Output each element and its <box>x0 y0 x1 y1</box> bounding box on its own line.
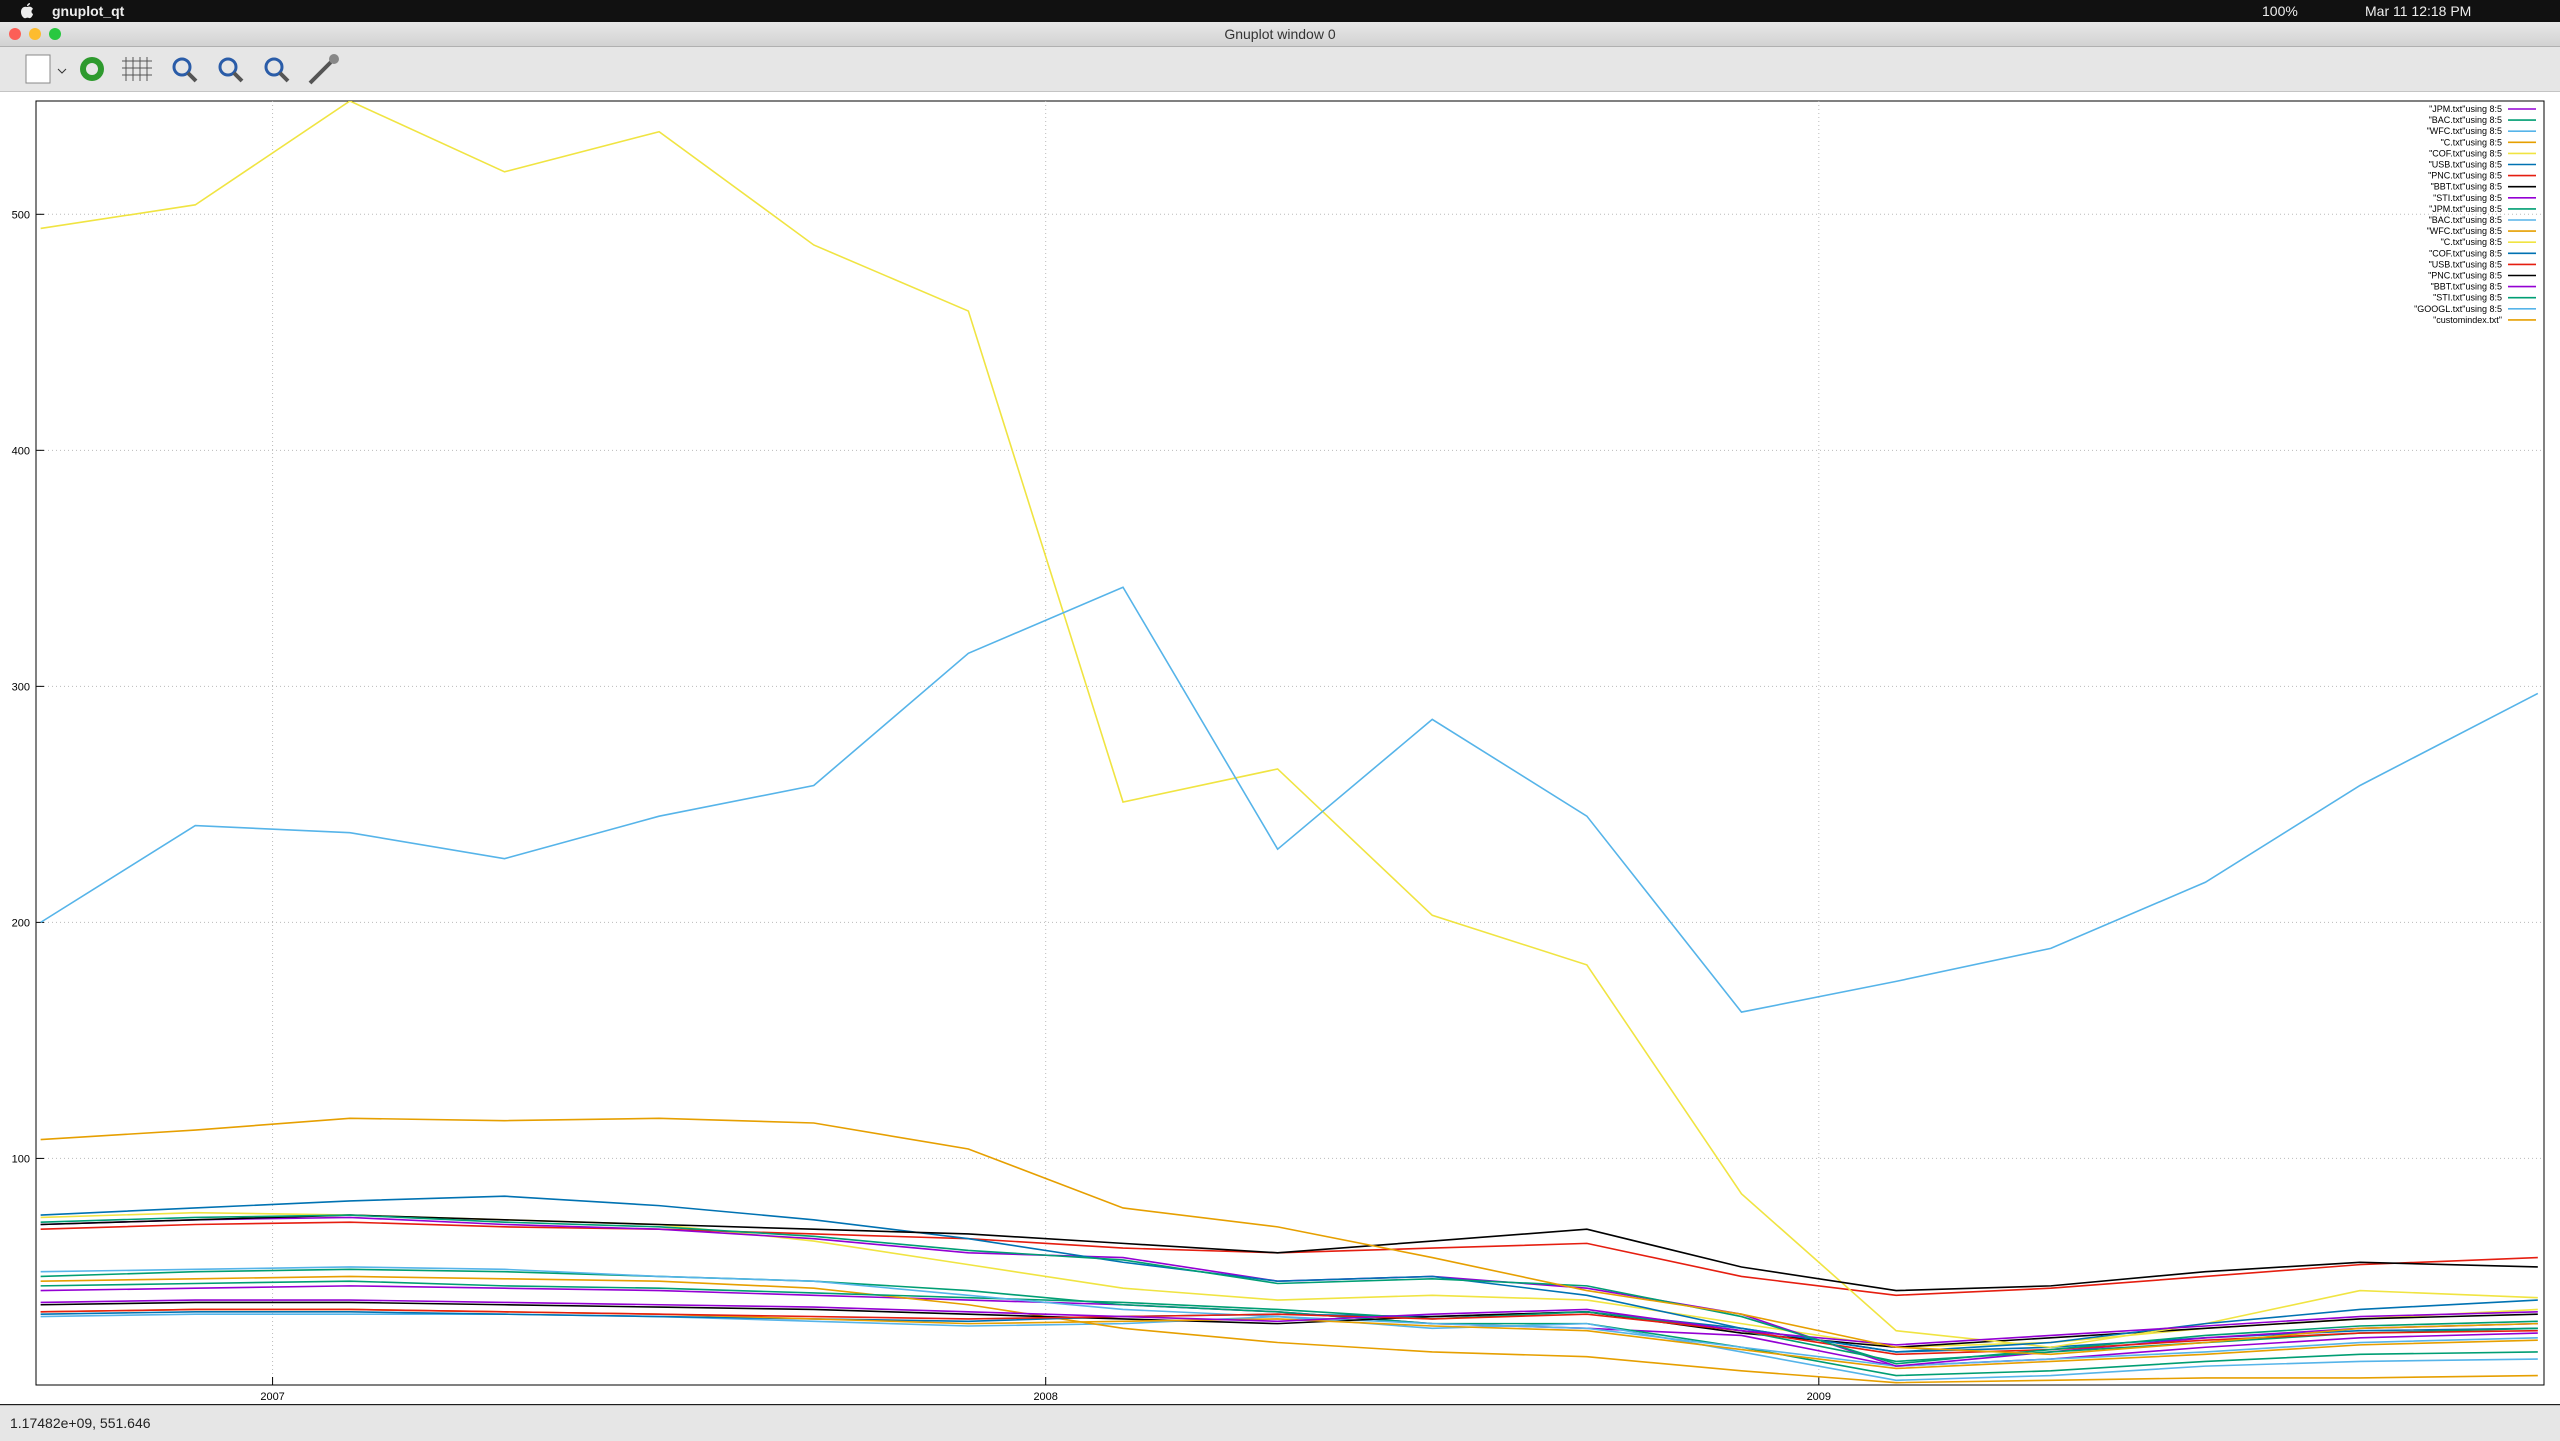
legend-label: "COF.txt"using 8:5 <box>2429 248 2502 258</box>
legend-label: "USB.txt"using 8:5 <box>2429 160 2502 170</box>
series-line <box>40 1280 2538 1363</box>
legend-label: "STI.txt"using 8:5 <box>2433 193 2502 203</box>
series-line <box>40 586 2539 1013</box>
chart: 100 200 300 400 500 2007 2008 2009 "JPM.txt"usin… <box>12 100 2545 1403</box>
plot-area: 100 200 300 400 500 2007 2008 2009 "JPM.txt"usin… <box>0 92 2560 1404</box>
export-button[interactable] <box>25 54 67 84</box>
series-line <box>40 1214 2538 1365</box>
menu-bar: gnuplot_qt 100% Mar 11 12:18 PM <box>0 0 2560 22</box>
legend-label: "USB.txt"using 8:5 <box>2429 259 2502 269</box>
legend-label: "JPM.txt"using 8:5 <box>2429 104 2502 114</box>
legend-label: "C.txt"using 8:5 <box>2441 137 2502 147</box>
minimize-button[interactable] <box>29 28 41 40</box>
series-line <box>40 1117 2538 1356</box>
window-title: Gnuplot window 0 <box>1224 26 1336 42</box>
apple-icon[interactable] <box>20 3 34 19</box>
y-tick-label: 300 <box>12 681 30 693</box>
x-tick-label: 2007 <box>260 1391 284 1403</box>
series-line <box>40 1299 2538 1346</box>
series-line <box>40 1266 2538 1382</box>
y-tick-label: 200 <box>12 917 30 929</box>
legend-label: "COF.txt"using 8:5 <box>2429 148 2502 158</box>
legend-label: "STI.txt"using 8:5 <box>2433 293 2502 303</box>
zoom-in-button[interactable] <box>218 57 244 83</box>
series-line <box>40 1214 2538 1292</box>
toolbar <box>0 47 2560 92</box>
clock[interactable]: Mar 11 12:18 PM <box>2365 3 2472 19</box>
zoom-button[interactable] <box>49 28 61 40</box>
plot-frame <box>35 100 2545 1386</box>
series-line <box>40 1221 2538 1297</box>
grid-button[interactable] <box>122 57 152 81</box>
legend-label: "WFC.txt"using 8:5 <box>2427 126 2502 136</box>
legend-label: "BAC.txt"using 8:5 <box>2429 215 2502 225</box>
legend-label: "BAC.txt"using 8:5 <box>2429 115 2502 125</box>
legend-label: "customindex.txt" <box>2433 315 2502 325</box>
legend-label: "JPM.txt"using 8:5 <box>2429 204 2502 214</box>
y-tick-label: 500 <box>12 209 30 221</box>
legend-label: "WFC.txt"using 8:5 <box>2427 226 2502 236</box>
x-tick-label: 2009 <box>1807 1391 1831 1403</box>
series-line <box>40 1195 2538 1353</box>
battery: 100% <box>2262 3 2298 19</box>
title-bar: Gnuplot window 0 <box>0 22 2560 47</box>
settings-button[interactable] <box>308 54 339 85</box>
mouse-coordinates: 1.17482e+09, 551.646 <box>10 1415 151 1431</box>
close-button[interactable] <box>9 28 21 40</box>
status-bar: 1.17482e+09, 551.646 <box>0 1405 2560 1441</box>
y-tick-label: 400 <box>12 445 30 457</box>
x-tick-label: 2008 <box>1033 1391 1057 1403</box>
series-line <box>40 1275 2538 1384</box>
series-line <box>40 1268 2538 1377</box>
replot-button[interactable] <box>80 57 104 81</box>
legend-label: "PNC.txt"using 8:5 <box>2428 271 2502 281</box>
series-line <box>40 101 2538 1349</box>
zoom-out-button[interactable] <box>172 57 198 83</box>
legend-label: "C.txt"using 8:5 <box>2441 237 2502 247</box>
zoom-reset-button[interactable] <box>264 57 290 83</box>
y-tick-label: 100 <box>12 1153 30 1165</box>
series-line <box>40 1301 2538 1349</box>
legend-label: "BBT.txt"using 8:5 <box>2431 282 2502 292</box>
legend-label: "PNC.txt"using 8:5 <box>2428 171 2502 181</box>
legend-label: "BBT.txt"using 8:5 <box>2431 182 2502 192</box>
app-name[interactable]: gnuplot_qt <box>52 3 125 19</box>
series-line <box>40 1308 2538 1356</box>
legend-label: "GOOGL.txt"using 8:5 <box>2414 304 2502 314</box>
toolbar-icons <box>25 54 339 85</box>
